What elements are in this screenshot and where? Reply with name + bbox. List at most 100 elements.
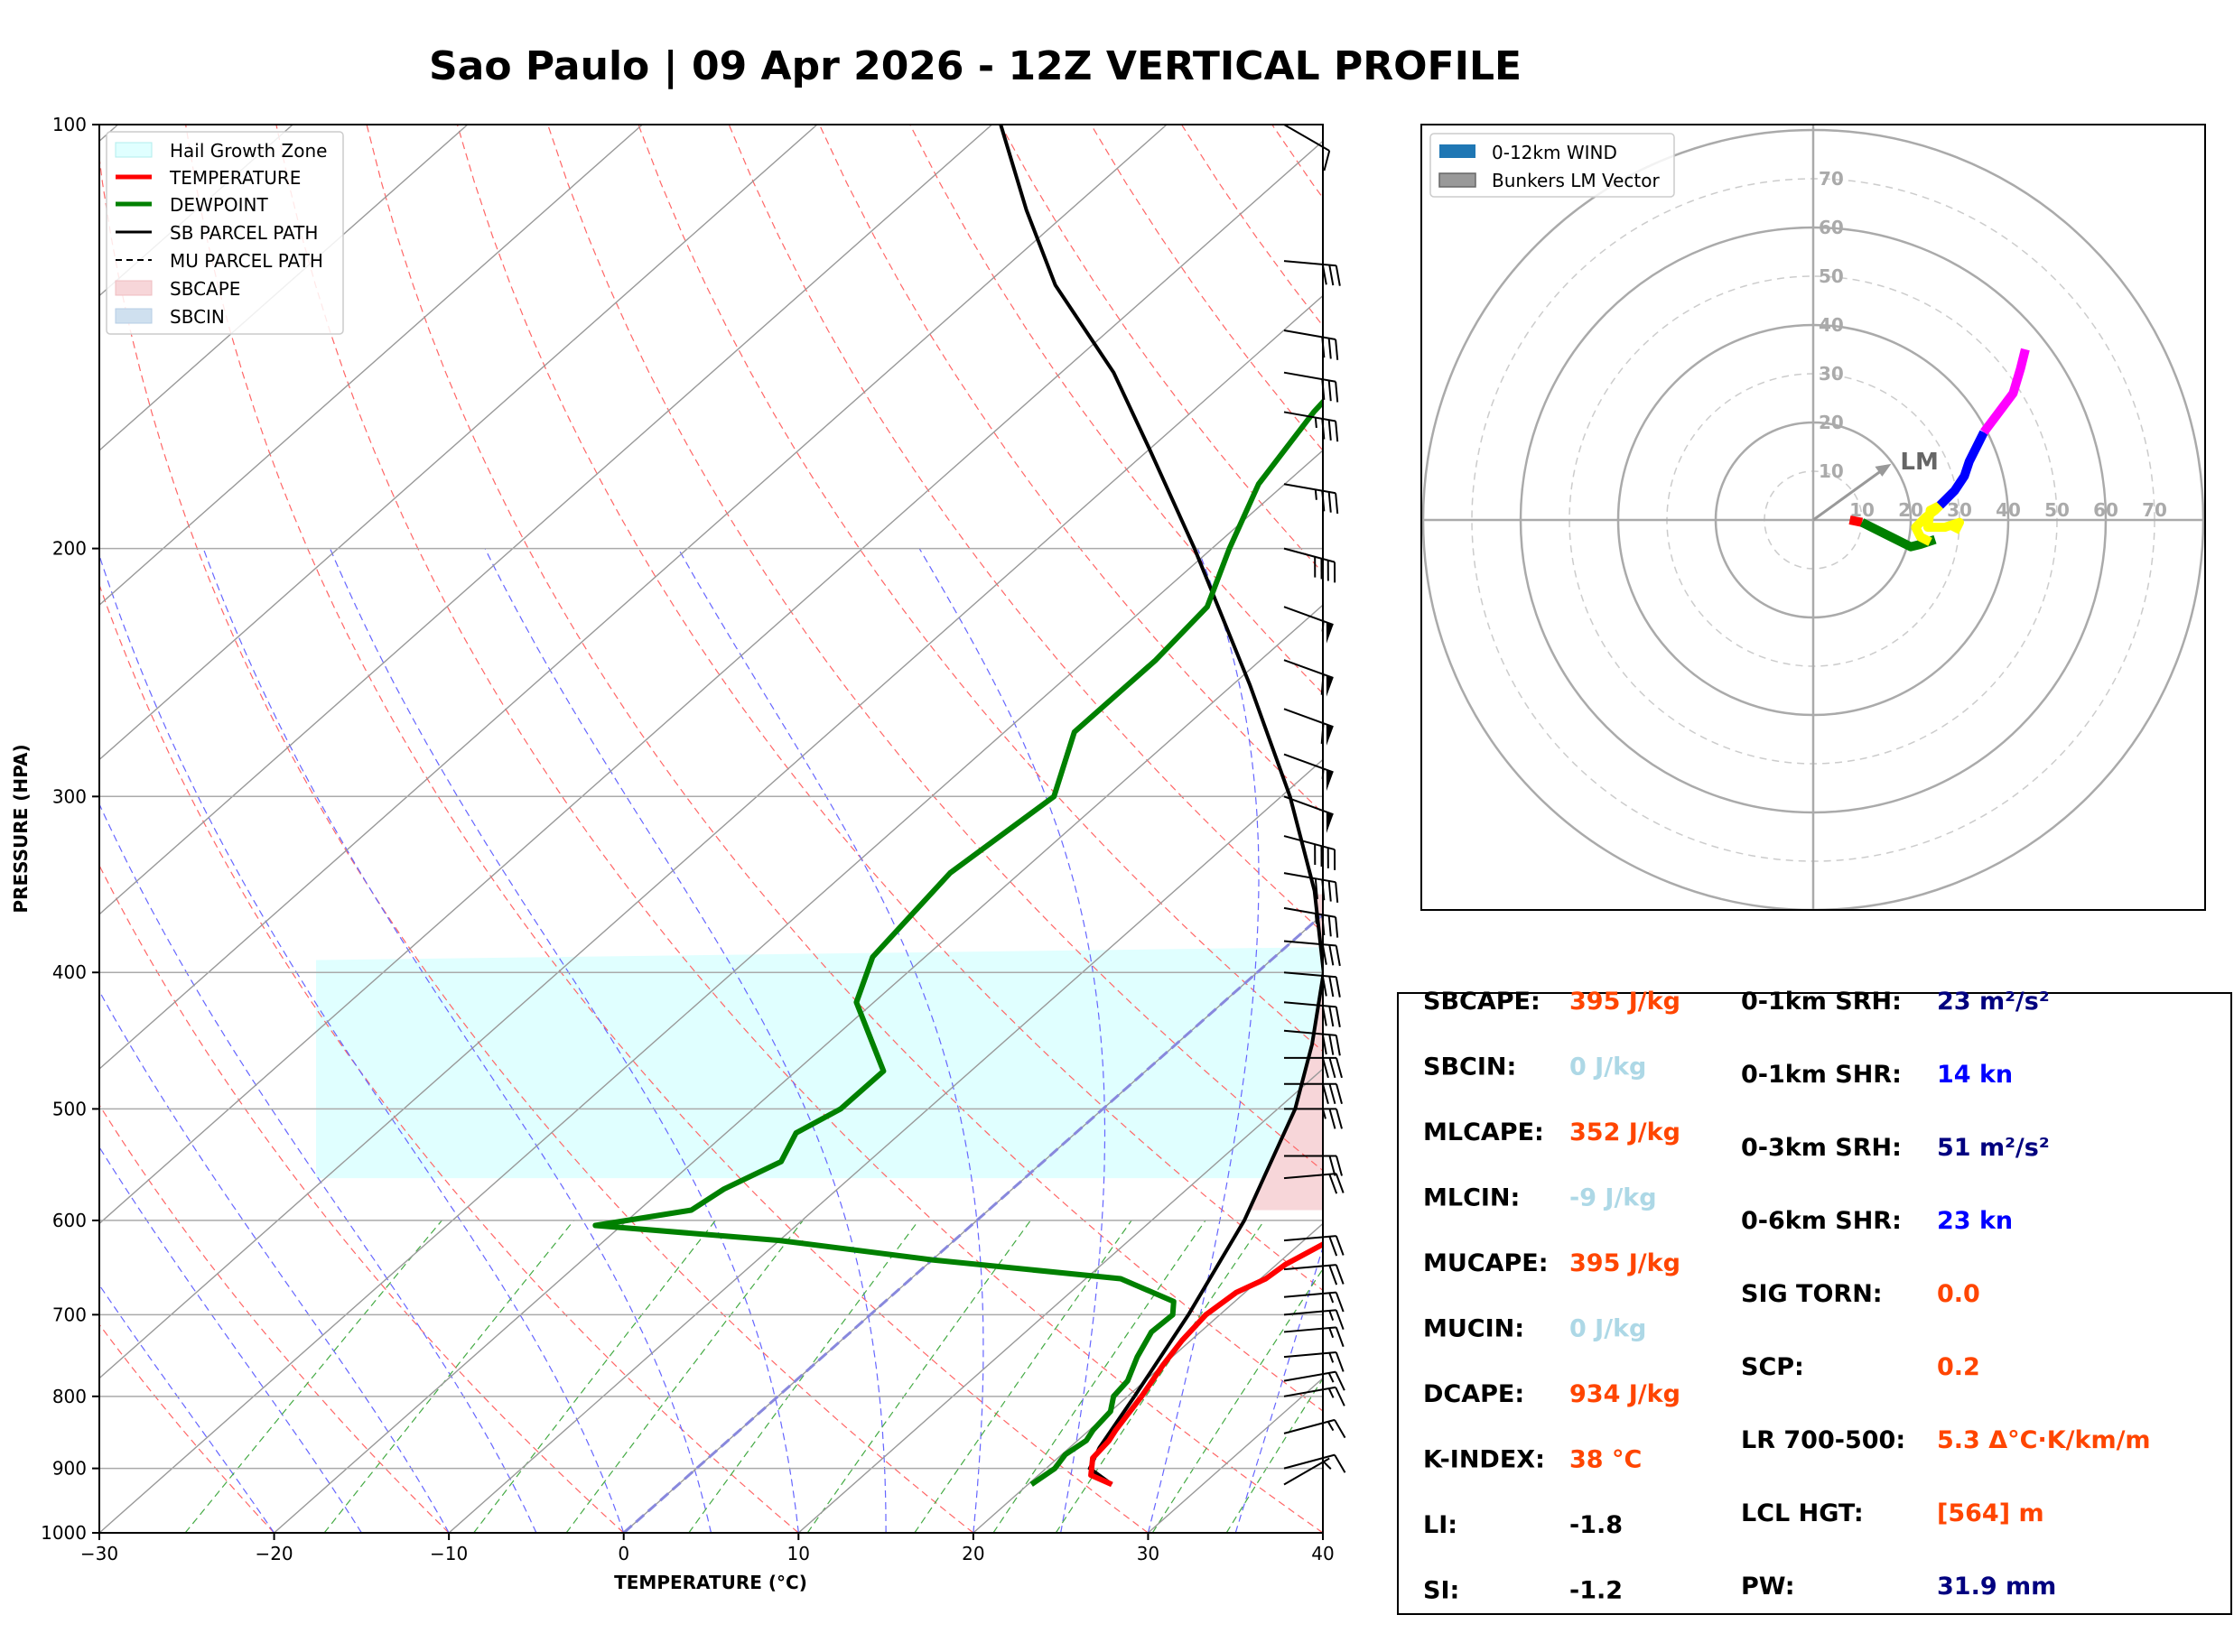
y-tick-label: 600 xyxy=(52,1210,87,1231)
wind-barb-full xyxy=(1328,265,1335,286)
wind-barb xyxy=(1283,1173,1345,1194)
wind-barb xyxy=(1283,906,1339,938)
wind-barb xyxy=(1283,411,1339,442)
wind-barb-shaft xyxy=(1283,753,1334,774)
wind-barb-half xyxy=(1328,1310,1335,1321)
x-tick-label: 40 xyxy=(1311,1543,1334,1564)
temperature-axis-ticks: −30 −20 −10 0 10 20 30 40 xyxy=(80,1533,1335,1564)
wind-barb-full xyxy=(1328,1236,1338,1257)
param-value: 38 °C xyxy=(1569,1446,1642,1474)
param-value: 5.3 Δ°C·K/km/m xyxy=(1937,1426,2151,1454)
wind-barbs xyxy=(1283,124,1346,1486)
wind-barb-full xyxy=(1327,380,1332,402)
dry-adiabat xyxy=(99,1323,275,1533)
wind-barb xyxy=(1283,872,1339,903)
moist-adiabat xyxy=(202,548,712,1533)
sb-parcel-path-line xyxy=(999,125,1323,1487)
wind-barb-full xyxy=(1335,493,1339,515)
wind-barb-full xyxy=(1321,1034,1327,1055)
wind-barb-full xyxy=(1336,1083,1343,1104)
wind-barb xyxy=(1283,971,1341,998)
param-label: SBCAPE: xyxy=(1423,988,1541,1016)
wind-barb xyxy=(1283,329,1339,360)
wind-barb xyxy=(1283,940,1341,967)
wind-barb-shaft xyxy=(1283,411,1336,422)
skewt-panel: −30 −20 −10 0 10 20 30 40 100 200 300 400 500 600 700… xyxy=(10,114,1346,1593)
wind-barb-full xyxy=(1321,914,1326,936)
wind-barb-shaft xyxy=(1283,260,1336,267)
wind-barb-shaft xyxy=(1283,1418,1336,1434)
wind-barb-full xyxy=(1321,879,1326,901)
param-value: 395 J/kg xyxy=(1569,1249,1680,1277)
wind-barb-shaft xyxy=(1283,124,1330,152)
legend-swatch-hail xyxy=(115,142,153,158)
hodograph-ring-label-y: 10 xyxy=(1819,460,1844,482)
dry-adiabat xyxy=(638,125,1323,1053)
legend-label-temperature: TEMPERATURE xyxy=(169,167,301,189)
hail-growth-zone-area xyxy=(316,947,1323,1179)
wind-barb-full xyxy=(1327,491,1332,513)
legend-label-sb-parcel: SB PARCEL PATH xyxy=(170,222,318,244)
param-value: 23 m²/s² xyxy=(1937,988,2050,1016)
param-label: LI: xyxy=(1423,1511,1457,1539)
dry-adiabats xyxy=(99,125,1323,1533)
wind-barb-full xyxy=(1321,264,1327,285)
hodograph-legend-box xyxy=(1429,133,1675,198)
wind-barb xyxy=(1283,1370,1345,1391)
hodograph-ring-label-x: 50 xyxy=(2044,499,2070,521)
dry-adiabat xyxy=(275,125,1323,1533)
wind-barb xyxy=(1283,1457,1332,1486)
wind-barb-half xyxy=(1327,1372,1335,1383)
hodograph-ring-label-y: 40 xyxy=(1819,314,1844,336)
isotherm-line xyxy=(623,913,1323,1533)
hodograph-ring-label-y: 30 xyxy=(1819,363,1844,385)
wind-barb-full xyxy=(1335,1292,1345,1313)
wind-barb xyxy=(1284,1108,1343,1129)
wind-barb-flag xyxy=(1326,812,1334,833)
wind-barb xyxy=(1283,1309,1345,1331)
isotherm-line xyxy=(99,449,1323,1533)
x-tick-label: 0 xyxy=(618,1543,629,1564)
dry-adiabat xyxy=(728,125,1323,933)
wind-barb-shaft xyxy=(1283,606,1334,626)
param-value: -9 J/kg xyxy=(1569,1184,1657,1212)
wind-barb-shaft xyxy=(1283,708,1334,729)
wind-barb-full xyxy=(1321,975,1327,997)
y-tick-label: 100 xyxy=(52,114,87,135)
dry-adiabat xyxy=(185,125,1149,1533)
param-label: MUCAPE: xyxy=(1423,1249,1549,1277)
legend-label-sbcin: SBCIN xyxy=(170,306,225,328)
y-tick-label: 400 xyxy=(52,961,87,983)
wind-barb-full xyxy=(1335,1173,1345,1193)
isotherm-line xyxy=(99,125,992,915)
dry-adiabat xyxy=(366,125,1323,1412)
wind-barb-flag xyxy=(1326,769,1334,792)
wind-barb-shaft xyxy=(1283,1001,1336,1008)
wind-barb xyxy=(1283,1029,1341,1056)
wind-barb-shaft xyxy=(1283,1291,1336,1298)
sbcape-area xyxy=(1249,894,1323,1211)
wind-barb-shaft xyxy=(1283,1453,1336,1470)
param-label: 0-3km SRH: xyxy=(1741,1134,1902,1162)
x-tick-label: 20 xyxy=(962,1543,984,1564)
wind-barb-full xyxy=(1327,880,1332,902)
wind-barb-shaft xyxy=(1283,1235,1336,1242)
x-tick-label: 30 xyxy=(1137,1543,1159,1564)
wind-barb-half xyxy=(1314,417,1317,429)
x-tick-label: −10 xyxy=(430,1543,468,1564)
param-label: SCP: xyxy=(1741,1353,1804,1381)
moist-adiabat xyxy=(484,548,887,1533)
skewt-legend-box xyxy=(106,131,344,335)
mixing-ratio-line xyxy=(323,1220,574,1533)
param-label: LR 700-500: xyxy=(1741,1426,1905,1454)
wind-barb xyxy=(1283,260,1341,286)
wind-barb-full xyxy=(1335,1327,1345,1348)
wind-barb-full xyxy=(1320,673,1325,695)
dry-adiabat xyxy=(818,125,1323,814)
x-tick-label: −20 xyxy=(255,1543,293,1564)
wind-barb-full xyxy=(1327,420,1332,441)
mixing-ratio-line xyxy=(565,1220,804,1533)
param-value: [564] m xyxy=(1937,1499,2044,1527)
legend-swatch-wind xyxy=(1439,144,1475,158)
wind-barb xyxy=(1284,1056,1343,1079)
